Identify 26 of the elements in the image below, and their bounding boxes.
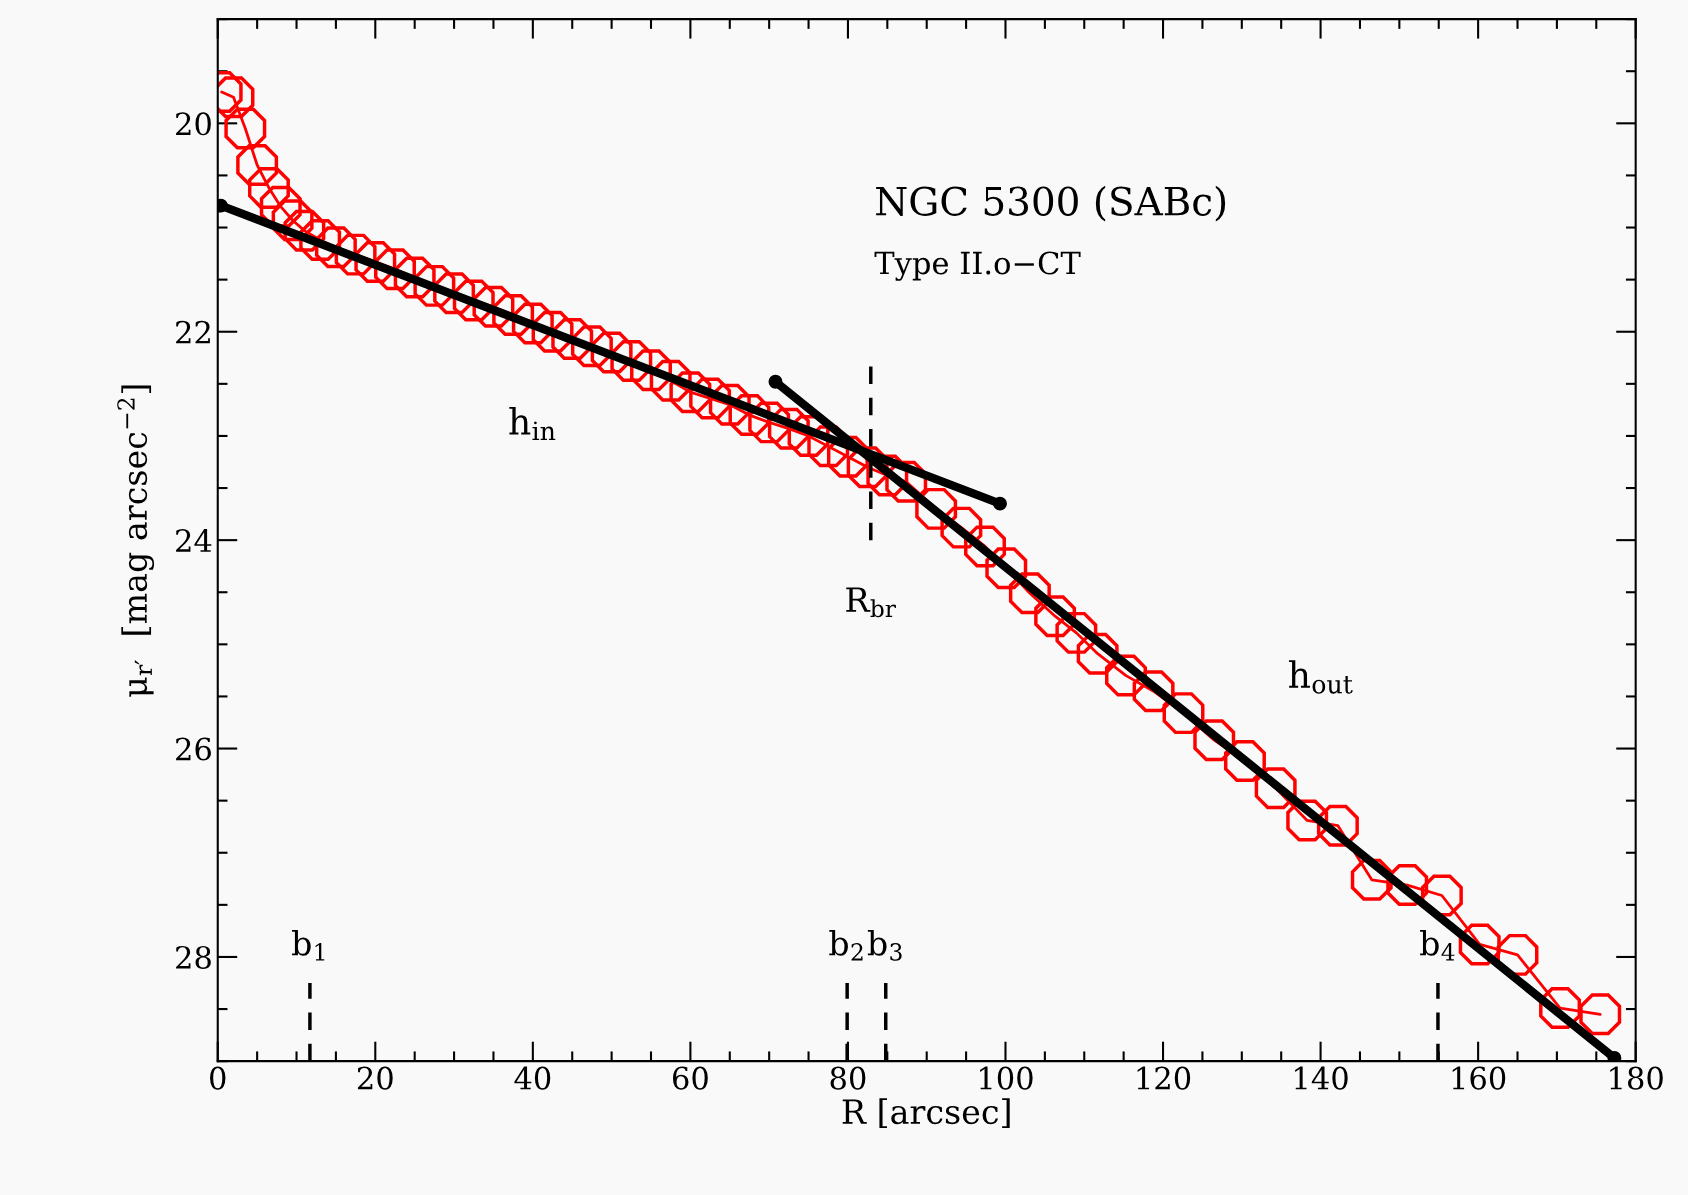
annotation: h$_{in}$	[509, 406, 556, 441]
x-tick-label: 60	[672, 1066, 708, 1090]
x-tick-label: 120	[1137, 1066, 1191, 1090]
y-tick-label: 28	[176, 945, 211, 969]
y-tick-label: 24	[176, 529, 212, 552]
annotation: Type II.o−CT	[874, 251, 1081, 281]
y-tick-label: 26	[176, 737, 211, 761]
x-tick-label: 160	[1452, 1066, 1506, 1090]
ref-line-label: R$_{br}$	[846, 587, 896, 618]
y-tick-label: 20	[176, 112, 211, 136]
ref-line-label: b$_{4}$	[1420, 929, 1455, 961]
x-tick-label: 20	[357, 1066, 393, 1090]
x-tick-label: 180	[1610, 1066, 1663, 1090]
x-tick-label: 40	[514, 1066, 551, 1090]
x-tick-label: 140	[1295, 1066, 1348, 1090]
ref-line-label: b$_{1}$	[292, 929, 325, 961]
y-tick-label: 22	[176, 320, 210, 344]
annotation: h$_{out}$	[1288, 660, 1353, 694]
x-axis-title: R [arcsec]	[842, 1098, 1010, 1129]
y-axis-title: μ$_{r′}$ [mag arcsec$^{−2}$]	[117, 385, 155, 697]
x-tick-label: 80	[830, 1066, 866, 1090]
x-tick-label: 0	[210, 1066, 226, 1090]
ref-line-label: b$_{3}$	[867, 929, 902, 961]
ref-line-label: b$_{2}$	[829, 929, 863, 961]
annotation: NGC 5300 (SABc)	[876, 185, 1226, 222]
x-tick-label: 100	[980, 1066, 1033, 1090]
